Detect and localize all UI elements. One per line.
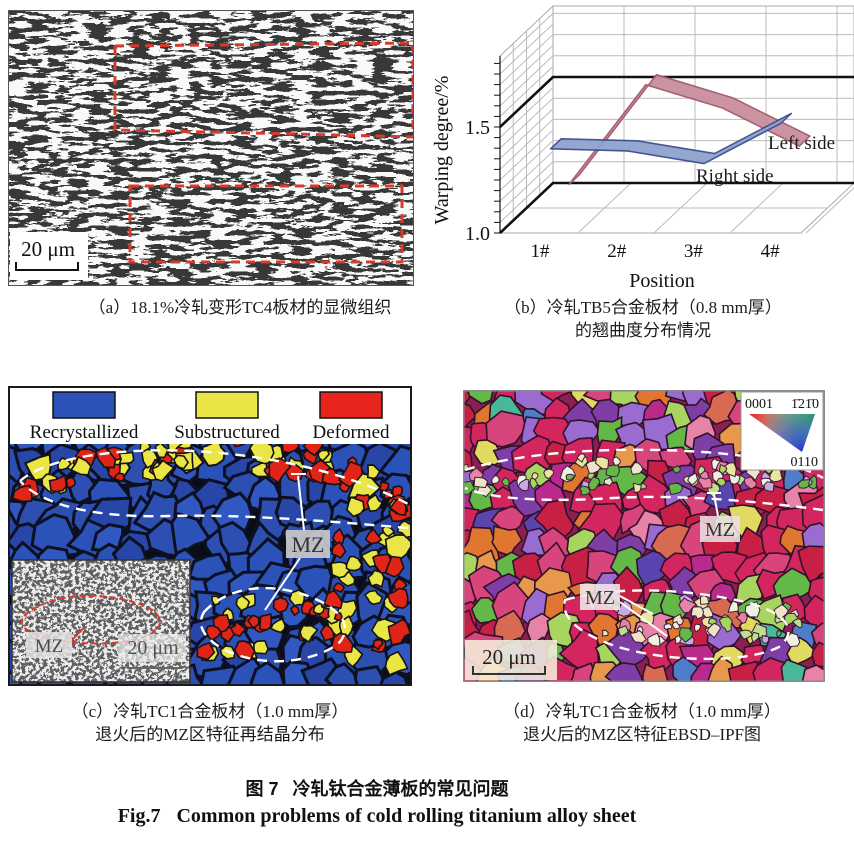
- svg-text:3#: 3#: [684, 241, 704, 262]
- legend-label-substructured: Substructured: [174, 422, 280, 443]
- mz-band-outline-top: [19, 449, 409, 530]
- ipf-color-key: 0001 1̄21̄0 0110: [740, 391, 824, 471]
- scale-bar-label: 20 μm: [21, 237, 75, 261]
- figure-caption-zh-label: 图 7: [245, 779, 279, 799]
- dashed-roi-box-top: [113, 41, 414, 139]
- scale-bar-d-line: [472, 666, 546, 675]
- scale-bar-a: 20 μm: [10, 232, 88, 280]
- scale-bar-background: [10, 232, 88, 280]
- ipf-label-1210: 1̄21̄0: [791, 397, 819, 412]
- figure-caption-zh: 图 7 冷轧钛合金薄板的常见问题: [0, 775, 754, 801]
- caption-panel-b-line2: 的翘曲度分布情况: [575, 321, 711, 340]
- inset-mz-label: MZ: [35, 636, 64, 657]
- legend-label-recrystallized: Recrystallized: [30, 422, 139, 443]
- mz1-label: MZ: [705, 519, 735, 541]
- panel-c-border: [8, 386, 412, 686]
- caption-panel-c-line1: （c）冷轧TC1合金板材（1.0 mm厚）: [71, 702, 349, 721]
- figure-caption-en: Fig.7 Common problems of cold rolling tit…: [0, 805, 754, 828]
- caption-panel-d-line2: 退火后的MZ区特征EBSD–IPF图: [522, 725, 762, 744]
- mz2-label: MZ: [585, 587, 615, 609]
- caption-panel-b: （b）冷轧TB5合金板材（0.8 mm厚） 的翘曲度分布情况: [427, 296, 854, 342]
- legend-label-deformed: Deformed: [312, 422, 390, 443]
- ipf-label-0110: 0110: [791, 455, 818, 470]
- warping-degree-3d-chart: 1.0 1.5 1# 2# 3# 4# Position Warping degree/% Le…: [431, 4, 854, 292]
- inset-scale-box: [118, 634, 186, 662]
- caption-panel-c-line2: 退火后的MZ区特征再结晶分布: [95, 725, 325, 744]
- caption-panel-c: （c）冷轧TC1合金板材（1.0 mm厚） 退火后的MZ区特征再结晶分布: [0, 700, 420, 746]
- svg-text:Position: Position: [629, 270, 695, 292]
- mz-leader-bottom: [264, 557, 301, 611]
- svg-text:Left side: Left side: [768, 133, 835, 154]
- mz-label: MZ: [292, 532, 325, 557]
- mz1-leader: [713, 493, 719, 517]
- mz-label-box: [286, 530, 330, 558]
- inset-scale-label: 20 μm: [127, 637, 179, 659]
- mz-band-outline-bottom: [199, 586, 347, 663]
- mz2-leader-2: [619, 601, 668, 637]
- panel-c-legend: Recrystallized Substructured Deformed: [10, 388, 410, 444]
- panel-a-border: [8, 10, 414, 286]
- mz2-label-box: [580, 584, 620, 610]
- legend-swatch-substructured: [195, 391, 259, 419]
- panel-d-border: [463, 390, 825, 682]
- panel-a-micrograph: 20 μm: [8, 10, 414, 286]
- scale-bar-d: 20 μm: [465, 640, 557, 680]
- inset-texture: [12, 560, 190, 682]
- figure-caption-en-text: Common problems of cold rolling titanium…: [176, 805, 637, 827]
- svg-text:1#: 1#: [531, 241, 551, 262]
- inset-mz-box: [26, 632, 72, 658]
- legend-swatch-deformed: [319, 391, 383, 419]
- dashed-roi-box-bottom: [128, 184, 404, 264]
- inset-border: [11, 559, 191, 683]
- mz2-leader-1: [619, 595, 654, 615]
- chart-labels: 1.0 1.5 1# 2# 3# 4# Position Warping degree/% Le…: [431, 76, 835, 292]
- mz-leader-top: [297, 475, 305, 531]
- ipf-label-0001: 0001: [745, 397, 773, 412]
- figure-caption-zh-text: 冷轧钛合金薄板的常见问题: [292, 779, 509, 799]
- caption-panel-d-line1: （d）冷轧TC1合金板材（1.0 mm厚）: [503, 702, 781, 721]
- chart-ribbons: [549, 73, 811, 186]
- caption-panel-b-line1: （b）冷轧TB5合金板材（0.8 mm厚）: [504, 298, 782, 317]
- mz1-label-box: [700, 516, 740, 542]
- svg-text:4#: 4#: [761, 241, 781, 262]
- svg-text:Warping degree/%: Warping degree/%: [431, 76, 453, 225]
- svg-text:2#: 2#: [607, 241, 627, 262]
- panel-d-ebsd-ipf-map: MZ MZ 20 μm 0001 1̄21̄0 0110: [463, 390, 825, 682]
- svg-text:Right side: Right side: [696, 166, 774, 187]
- svg-text:1.0: 1.0: [465, 223, 490, 245]
- scale-bar-d-label: 20 μm: [482, 645, 536, 669]
- inset-scale-line: [127, 662, 181, 669]
- panel-c-inset: MZ 20 μm: [11, 559, 191, 683]
- chart-walls-grid: [494, 4, 854, 235]
- caption-panel-a: （a）18.1%冷轧变形TC4板材的显微组织: [88, 298, 392, 317]
- legend-swatch-recrystallized: [52, 391, 116, 419]
- panel-c-recrystallization-map: MZ MZ 20 μm Recrystallized Substructured…: [8, 386, 412, 686]
- caption-panel-d: （d）冷轧TC1合金板材（1.0 mm厚） 退火后的MZ区特征EBSD–IPF图: [427, 700, 854, 746]
- mz-band-outline-bottom-d: [563, 589, 790, 661]
- svg-text:1.5: 1.5: [465, 117, 490, 139]
- scale-bar-line: [15, 262, 79, 271]
- figure-caption-en-label: Fig.7: [117, 805, 161, 827]
